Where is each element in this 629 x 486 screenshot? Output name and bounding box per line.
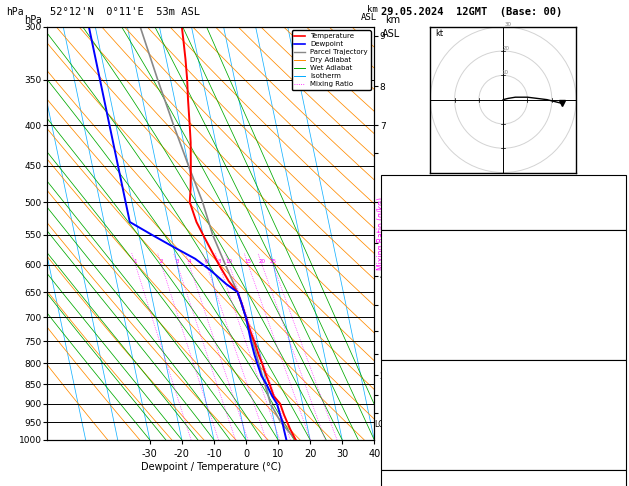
Text: PW (cm): PW (cm) xyxy=(384,214,419,224)
Text: CAPE (J): CAPE (J) xyxy=(384,325,424,334)
Text: 8: 8 xyxy=(218,259,221,263)
Text: 2: 2 xyxy=(618,307,623,316)
Text: K: K xyxy=(384,177,389,187)
Text: hPa: hPa xyxy=(6,7,24,17)
Text: Lifted Index: Lifted Index xyxy=(384,417,443,427)
Text: LCL: LCL xyxy=(374,419,388,429)
Text: 20: 20 xyxy=(503,46,510,51)
Text: 0: 0 xyxy=(618,454,623,464)
Legend: Temperature, Dewpoint, Parcel Trajectory, Dry Adiabat, Wet Adiabat, Isotherm, Mi: Temperature, Dewpoint, Parcel Trajectory… xyxy=(292,30,370,90)
Text: 2: 2 xyxy=(160,259,163,263)
Text: 43: 43 xyxy=(613,196,623,205)
Text: θₑ (K): θₑ (K) xyxy=(384,399,414,408)
Text: 3: 3 xyxy=(175,259,179,263)
X-axis label: Dewpoint / Temperature (°C): Dewpoint / Temperature (°C) xyxy=(141,462,281,471)
Text: CIN (J): CIN (J) xyxy=(384,344,419,353)
Text: Surface: Surface xyxy=(484,233,522,242)
Text: © weatheronline.co.uk: © weatheronline.co.uk xyxy=(451,472,555,481)
Text: 2: 2 xyxy=(618,417,623,427)
Text: 313: 313 xyxy=(608,399,623,408)
Text: 1: 1 xyxy=(133,259,137,263)
Text: hPa: hPa xyxy=(25,15,42,25)
Text: 10: 10 xyxy=(501,70,508,75)
Text: 20: 20 xyxy=(259,259,265,263)
Text: CAPE (J): CAPE (J) xyxy=(384,436,424,445)
Text: 15: 15 xyxy=(245,259,252,263)
Text: Pressure (mb): Pressure (mb) xyxy=(384,381,448,390)
Text: Dewp (°C): Dewp (°C) xyxy=(384,270,429,279)
Text: ASL: ASL xyxy=(382,29,401,39)
Text: Totals Totals: Totals Totals xyxy=(384,196,448,205)
Text: km
ASL: km ASL xyxy=(361,4,377,22)
Text: Hodograph: Hodograph xyxy=(479,473,527,482)
Text: θₑ(K): θₑ(K) xyxy=(384,288,409,297)
Text: 210: 210 xyxy=(608,325,623,334)
Text: 29.05.2024  12GMT  (Base: 00): 29.05.2024 12GMT (Base: 00) xyxy=(381,7,562,17)
Text: km: km xyxy=(386,15,401,25)
Text: 6: 6 xyxy=(204,259,208,263)
Text: 12.6: 12.6 xyxy=(603,270,623,279)
Text: CIN (J): CIN (J) xyxy=(384,454,419,464)
Text: Most Unstable: Most Unstable xyxy=(468,362,538,371)
Text: 25: 25 xyxy=(269,259,277,263)
Text: 313: 313 xyxy=(608,288,623,297)
Text: 1004: 1004 xyxy=(603,381,623,390)
Text: 0: 0 xyxy=(618,344,623,353)
Text: 23: 23 xyxy=(613,177,623,187)
Text: Mixing Ratio (g/kg): Mixing Ratio (g/kg) xyxy=(377,197,386,270)
Text: 30: 30 xyxy=(505,22,512,27)
Text: 10: 10 xyxy=(226,259,233,263)
Text: kt: kt xyxy=(435,30,443,38)
Text: 15.5: 15.5 xyxy=(603,251,623,260)
Text: Temp (°C): Temp (°C) xyxy=(384,251,429,260)
Text: 210: 210 xyxy=(608,436,623,445)
Text: 4: 4 xyxy=(187,259,191,263)
Text: 52°12'N  0°11'E  53m ASL: 52°12'N 0°11'E 53m ASL xyxy=(50,7,200,17)
Text: 1.89: 1.89 xyxy=(603,214,623,224)
Text: Lifted Index: Lifted Index xyxy=(384,307,443,316)
